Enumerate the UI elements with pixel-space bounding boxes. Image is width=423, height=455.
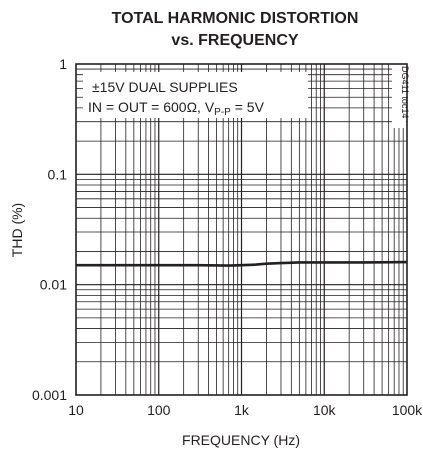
y-axis-label: THD (%) xyxy=(9,203,25,257)
x-tick-label: 10 xyxy=(68,402,84,418)
tick-labels: 10 100 1k 10k 100k 1 0.1 0.01 0.001 xyxy=(32,56,423,418)
series-group xyxy=(76,260,408,267)
annotation-conditions-subscript: P-P xyxy=(214,107,231,118)
annotation-conditions: IN = OUT = 600Ω, VP-P = 5V xyxy=(88,99,265,118)
figure-code: DG411 toc14 xyxy=(400,66,410,118)
annotation-conditions-main: IN = OUT = 600Ω, V xyxy=(88,99,215,115)
x-tick-label: 100 xyxy=(147,402,171,418)
annotation-background xyxy=(83,72,308,118)
y-tick-label: 0.1 xyxy=(48,166,68,182)
x-tick-label: 10k xyxy=(313,402,337,418)
x-tick-label: 100k xyxy=(392,402,423,418)
x-axis-label: FREQUENCY (Hz) xyxy=(182,432,300,448)
chart-title: TOTAL HARMONIC DISTORTION xyxy=(112,10,359,27)
chart-subtitle: vs. FREQUENCY xyxy=(171,32,298,49)
thd-series-line xyxy=(76,260,408,267)
x-tick-label: 1k xyxy=(234,402,250,418)
annotation-supplies: ±15V DUAL SUPPLIES xyxy=(92,79,238,95)
y-tick-label: 0.001 xyxy=(32,387,67,403)
y-tick-label: 1 xyxy=(59,56,67,72)
y-tick-label: 0.01 xyxy=(40,277,67,293)
figure-code-background xyxy=(392,62,406,128)
grid-lines xyxy=(76,64,407,395)
plot-frame xyxy=(75,63,408,396)
annotation-conditions-end: = 5V xyxy=(231,99,265,115)
